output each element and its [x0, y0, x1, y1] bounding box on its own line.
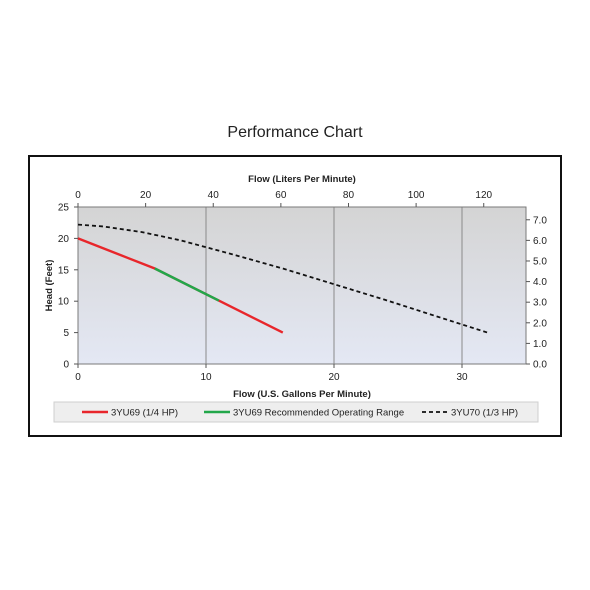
- y2-tick-label: 7.0: [533, 215, 547, 226]
- y-axis-label: Head (Feet): [44, 260, 55, 312]
- y2-tick-label: 4.0: [533, 277, 547, 288]
- x-tick-label: 10: [200, 372, 212, 383]
- x2-axis-label: Flow (Liters Per Minute): [248, 174, 356, 185]
- y2-tick-label: 6.0: [533, 236, 547, 247]
- legend-box: [53, 401, 539, 423]
- x-tick-label: 0: [75, 372, 81, 383]
- series-line-1: [154, 267, 220, 302]
- chart-frame: 0 10 20 30 0 20 40 60 80 100 120 0 5 10 15 20 25 0.0 1.0 2.…: [28, 155, 562, 437]
- y-tick-label: 25: [58, 203, 70, 214]
- x-axis-label: Flow (U.S. Gallons Per Minute): [233, 389, 371, 400]
- x2-tick-label: 60: [275, 190, 287, 201]
- chart-title: Performance Chart: [227, 124, 363, 141]
- y-tick-label: 5: [63, 328, 69, 339]
- y-tick-label: 15: [58, 265, 70, 276]
- x-tick-label: 20: [328, 372, 340, 383]
- x2-tick-label: 40: [208, 190, 220, 201]
- performance-chart: 0 10 20 30 0 20 40 60 80 100 120 0 5 10 15 20 25 0.0 1.0 2.…: [44, 174, 560, 423]
- y-tick-label: 0: [63, 360, 69, 371]
- plot-area: [78, 207, 526, 364]
- y2-axis-label: Head (Meters): [559, 254, 560, 317]
- x-tick-label: 30: [456, 372, 468, 383]
- y2-tick-label: 1.0: [533, 339, 547, 350]
- x2-tick-label: 120: [475, 190, 492, 201]
- y-tick-label: 20: [58, 234, 70, 245]
- plot-border: [77, 206, 527, 365]
- y-tick-label: 10: [58, 297, 70, 308]
- x2-tick-label: 0: [75, 190, 81, 201]
- x2-tick-label: 100: [408, 190, 425, 201]
- y2-tick-label: 3.0: [533, 298, 547, 309]
- y2-tick-label: 0.0: [533, 360, 547, 371]
- legend-label-1: 3YU69 Recommended Operating Range: [233, 408, 404, 419]
- y2-tick-label: 5.0: [533, 256, 547, 267]
- x2-tick-label: 80: [343, 190, 355, 201]
- legend-label-0: 3YU69 (1/4 HP): [111, 408, 178, 419]
- x2-tick-label: 20: [140, 190, 152, 201]
- legend-label-2: 3YU70 (1/3 HP): [451, 408, 518, 419]
- series-line-2: [77, 223, 488, 334]
- y2-tick-label: 2.0: [533, 318, 547, 329]
